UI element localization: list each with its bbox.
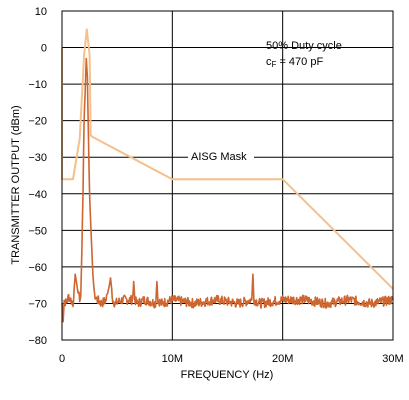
series-aisg-mask-line [61, 28, 394, 290]
y-tick-label: −10 [28, 79, 47, 91]
annotation-duty-cycle: 50% Duty cycle [266, 40, 342, 52]
series-transmitter-spectrum-line [61, 57, 394, 323]
plot-frame [61, 10, 394, 341]
x-tick-label: 30M [382, 353, 403, 365]
y-tick-label: −40 [28, 189, 47, 201]
grid-lines [62, 11, 393, 340]
annotation-aisg-mask: AISG Mask [191, 151, 247, 163]
x-tick-label: 10M [162, 353, 183, 365]
y-tick-label: −50 [28, 225, 47, 237]
y-tick-label: 10 [35, 6, 47, 18]
x-tick-label: 20M [272, 353, 293, 365]
x-axis-title: FREQUENCY (Hz) [181, 369, 274, 381]
series-layer [61, 28, 394, 323]
y-tick-label: 0 [41, 43, 47, 55]
mask-label-background [188, 148, 254, 163]
y-tick-label: −30 [28, 152, 47, 164]
y-tick-label: −60 [28, 262, 47, 274]
annotation-cf-value: cF = 470 pF [266, 56, 323, 69]
tick-labels: 10 0 −10 −20 −30 −40 −50 −60 −70 −80 0 10M 20M 30M [28, 6, 403, 365]
y-axis-title: TRANSMITTER OUTPUT (dBm) [10, 105, 22, 264]
y-tick-label: −70 [28, 298, 47, 310]
y-tick-label: −20 [28, 116, 47, 128]
x-tick-label: 0 [59, 353, 65, 365]
y-tick-label: −80 [28, 335, 47, 347]
